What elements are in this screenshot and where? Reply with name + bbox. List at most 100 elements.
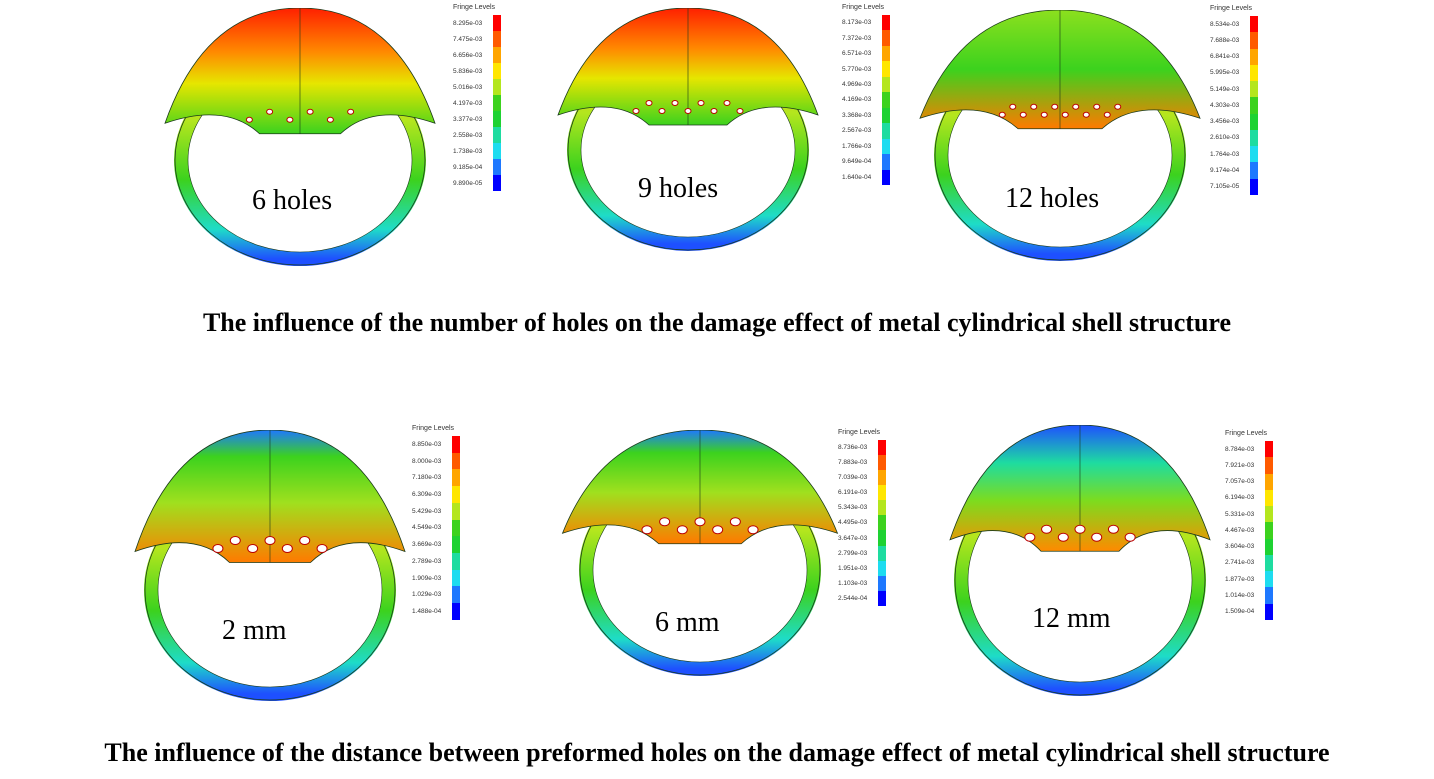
legend-swatch: [1265, 489, 1273, 507]
legend-level: 9.174e-04: [1210, 162, 1258, 179]
legend-swatch: [882, 61, 890, 77]
legend-swatch: [882, 107, 890, 124]
legend-level: 5.016e-03: [453, 79, 501, 95]
legend-value: 1.951e-03: [838, 564, 868, 572]
legend-swatch: [493, 31, 501, 47]
legend-swatch: [493, 111, 501, 127]
legend-title: Fringe Levels: [1225, 430, 1268, 437]
legend-level: 7.688e-03: [1210, 32, 1258, 49]
legend-value: 4.467e-03: [1225, 526, 1255, 534]
hole: [264, 536, 276, 545]
legend-swatch: [452, 586, 460, 604]
legend-swatch: [882, 45, 890, 62]
legend-level: 2.558e-03: [453, 127, 501, 143]
hole: [347, 108, 355, 115]
legend-value: 3.647e-03: [838, 534, 868, 542]
legend-value: 1.738e-03: [453, 147, 483, 155]
legend-level: 8.295e-03: [453, 15, 501, 31]
legend-value: 1.766e-03: [842, 142, 872, 150]
legend-value: 8.534e-03: [1210, 20, 1240, 28]
legend-swatch: [452, 436, 460, 453]
hole: [247, 544, 259, 553]
hole: [1019, 111, 1027, 118]
hole: [245, 116, 253, 123]
hole: [286, 116, 294, 123]
legend-value: 4.495e-03: [838, 519, 868, 527]
legend-level: 2.741e-03: [1225, 554, 1273, 572]
hole: [671, 100, 679, 106]
legend-swatch: [1250, 162, 1258, 179]
legend-level: 3.669e-03: [412, 536, 460, 554]
hole: [684, 108, 692, 114]
hole: [1082, 111, 1090, 118]
panel-label: 2 mm: [222, 615, 287, 646]
legend-level: 8.850e-03: [412, 436, 460, 453]
legend-value: 3.669e-03: [412, 541, 442, 549]
legend-swatch: [452, 452, 460, 470]
hole: [710, 108, 718, 114]
legend-level: 6.194e-03: [1225, 489, 1273, 507]
legend-swatch: [1265, 522, 1273, 539]
hole: [1057, 532, 1069, 542]
legend-swatch: [1265, 554, 1273, 572]
legend-swatch: [882, 76, 890, 93]
legend-level: 6.191e-03: [838, 485, 886, 501]
hole: [1030, 103, 1038, 110]
fringe-legend: Fringe Levels 8.736e-03 7.883e-03 7.039e-03…: [838, 429, 886, 606]
legend-level: 7.475e-03: [453, 31, 501, 47]
legend-swatch: [878, 575, 886, 591]
hole: [1124, 532, 1136, 542]
legend-swatch: [1250, 129, 1258, 147]
hole: [697, 100, 705, 106]
legend-level: 1.103e-03: [838, 575, 886, 591]
hole: [1072, 103, 1080, 110]
panel-label: 6 mm: [655, 607, 720, 638]
legend-swatch: [882, 169, 890, 185]
legend-swatch: [1250, 16, 1258, 33]
legend-value: 8.000e-03: [412, 457, 442, 465]
legend-swatch: [1265, 571, 1273, 588]
legend-level: 2.799e-03: [838, 545, 886, 561]
legend-swatch: [878, 470, 886, 486]
legend-value: 6.191e-03: [838, 489, 868, 497]
legend-level: 6.309e-03: [412, 486, 460, 503]
legend-level: 9.890e-05: [453, 175, 501, 191]
legend-level: 6.841e-03: [1210, 48, 1258, 65]
legend-value: 2.741e-03: [1225, 559, 1255, 567]
legend-level: 7.039e-03: [838, 470, 886, 486]
hole: [1024, 532, 1036, 542]
hole: [645, 100, 653, 106]
hole: [1074, 524, 1086, 534]
legend-swatch: [452, 502, 460, 520]
legend-level: 7.105e-05: [1210, 178, 1258, 195]
legend-level: 9.185e-04: [453, 159, 501, 175]
legend-value: 1.488e-04: [412, 608, 442, 616]
legend-swatch: [493, 143, 501, 159]
legend-value: 6.841e-03: [1210, 53, 1240, 61]
legend-value: 1.764e-03: [1210, 150, 1240, 158]
legend-swatch: [452, 553, 460, 570]
legend-value: 8.850e-03: [412, 440, 442, 448]
legend-level: 2.789e-03: [412, 553, 460, 570]
legend-value: 1.509e-04: [1225, 608, 1255, 616]
contour-plot-6: 12 mm: [925, 425, 1235, 735]
hole: [299, 536, 311, 545]
legend-value: 7.883e-03: [838, 459, 868, 467]
hole: [641, 525, 653, 535]
legend-swatch: [1265, 441, 1273, 458]
legend-swatch: [493, 79, 501, 95]
legend-value: 8.295e-03: [453, 19, 483, 27]
legend-swatch: [878, 485, 886, 501]
contour-plot-2: 9 holes: [538, 8, 838, 290]
legend-level: 8.000e-03: [412, 452, 460, 470]
hole: [1107, 524, 1119, 534]
legend-value: 1.014e-03: [1225, 592, 1255, 600]
legend-value: 6.656e-03: [453, 51, 483, 59]
legend-value: 6.309e-03: [412, 491, 442, 499]
legend-level: 7.883e-03: [838, 455, 886, 471]
legend-swatch: [1265, 603, 1273, 620]
panel-label: 12 mm: [1032, 603, 1111, 634]
hole: [316, 544, 328, 553]
legend-swatch: [493, 159, 501, 175]
hole: [1061, 111, 1069, 118]
